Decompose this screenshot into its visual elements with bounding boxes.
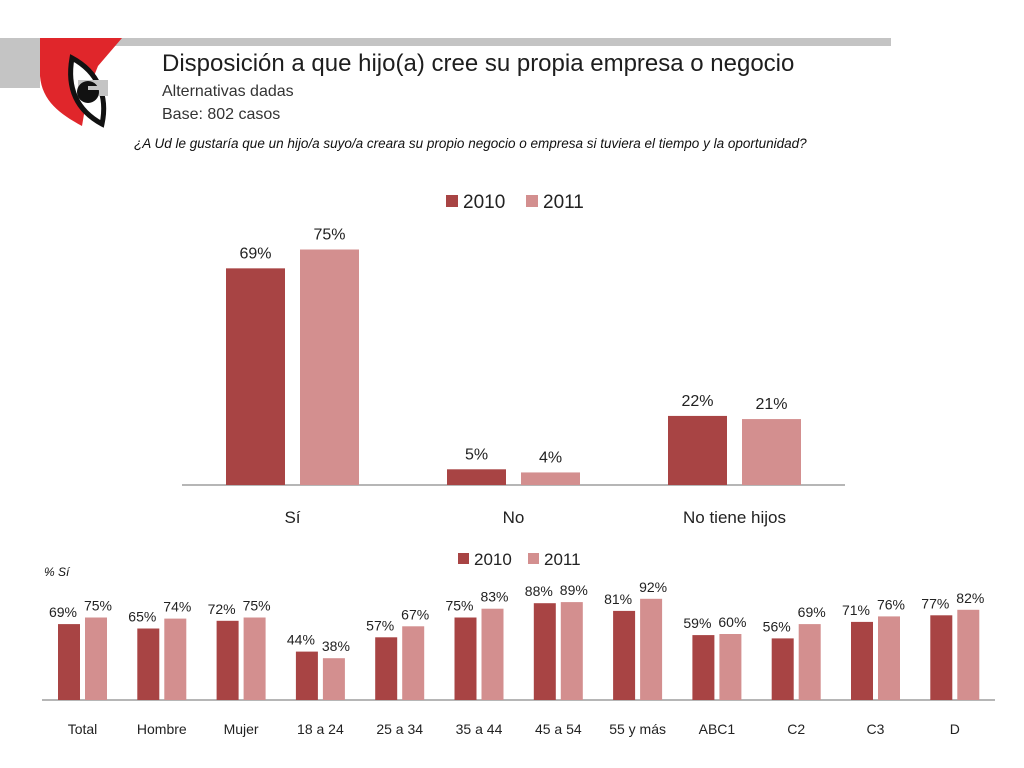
top-chart-category-label: Sí bbox=[284, 508, 300, 527]
bottom-chart-legend-swatch-2011 bbox=[528, 553, 539, 564]
bottom-chart-data-label: 74% bbox=[163, 599, 191, 615]
top-chart-data-label: 21% bbox=[755, 396, 787, 413]
bottom-chart-bar-2010 bbox=[58, 624, 80, 700]
bottom-chart-bar-2011 bbox=[798, 624, 821, 700]
bottom-chart-data-label: 69% bbox=[798, 604, 826, 620]
top-chart-category-label: No tiene hijos bbox=[683, 508, 786, 527]
bottom-chart-data-label: 75% bbox=[84, 598, 112, 614]
bottom-chart-data-label: 72% bbox=[208, 601, 236, 617]
bottom-chart-bar-2011 bbox=[560, 602, 583, 700]
top-chart-legend-label: 2010 bbox=[463, 192, 505, 213]
bottom-chart-data-label: 59% bbox=[683, 615, 711, 631]
page-title: Disposición a que hijo(a) cree su propia… bbox=[162, 50, 795, 77]
bottom-chart-category-label: 45 a 54 bbox=[535, 721, 582, 737]
bottom-chart-data-label: 89% bbox=[560, 582, 588, 598]
bottom-chart-category-label: C2 bbox=[787, 721, 805, 737]
bottom-chart-bar-2010 bbox=[851, 621, 873, 700]
top-chart-bar-2010 bbox=[226, 268, 285, 485]
bottom-chart-bar-2011 bbox=[164, 618, 187, 700]
top-chart-bar-2011 bbox=[742, 419, 801, 485]
bottom-chart-legend-swatch-2010 bbox=[458, 553, 469, 564]
bottom-chart-data-label: 75% bbox=[243, 598, 271, 614]
bottom-chart-bar-2010 bbox=[454, 617, 477, 700]
bottom-chart-bar-2010 bbox=[375, 637, 398, 700]
bottom-chart-data-label: 75% bbox=[445, 598, 473, 614]
bottom-chart-data-label: 44% bbox=[287, 632, 315, 648]
bottom-chart-category-label: ABC1 bbox=[699, 721, 736, 737]
header-gray-band bbox=[0, 38, 891, 46]
bottom-chart-category-label: D bbox=[950, 721, 960, 737]
survey-question: ¿A Ud le gustaría que un hijo/a suyo/a c… bbox=[134, 136, 807, 151]
top-chart-data-label: 4% bbox=[539, 449, 562, 466]
bottom-chart-bar-2010 bbox=[216, 620, 239, 700]
bottom-chart-data-label: 76% bbox=[877, 596, 905, 612]
bottom-chart-data-label: 60% bbox=[718, 614, 746, 630]
bottom-chart-data-label: 82% bbox=[956, 590, 984, 606]
eye-logo-icon bbox=[40, 38, 122, 128]
bottom-chart-category-label: Hombre bbox=[137, 721, 187, 737]
bottom-chart-bar-2010 bbox=[692, 635, 715, 700]
top-chart-category-label: No bbox=[503, 508, 525, 527]
top-chart-bar-2010 bbox=[668, 415, 727, 485]
page-subtitle: Alternativas dadas bbox=[162, 83, 294, 100]
bottom-chart-bar-2011 bbox=[878, 616, 900, 700]
bottom-chart-data-label: 56% bbox=[763, 618, 791, 634]
bottom-chart-category-label: Mujer bbox=[224, 721, 259, 737]
bottom-chart-bar-2011 bbox=[322, 658, 345, 700]
bottom-chart-bar-2011 bbox=[719, 634, 742, 700]
bottom-chart-bar-2010 bbox=[533, 603, 556, 700]
bottom-chart-category-label: 35 a 44 bbox=[456, 721, 503, 737]
top-chart-legend-swatch-2010 bbox=[446, 195, 458, 207]
bottom-chart-bar-2010 bbox=[295, 651, 318, 700]
bottom-chart-bar-2011 bbox=[957, 609, 980, 700]
bottom-chart-bar-2010 bbox=[613, 610, 636, 700]
top-chart-legend-swatch-2011 bbox=[526, 195, 538, 207]
bottom-chart-bar-2011 bbox=[243, 617, 266, 700]
top-chart-bar-2011 bbox=[300, 249, 359, 485]
bottom-chart-legend-label: 2011 bbox=[544, 550, 581, 569]
bottom-chart-data-label: 81% bbox=[604, 591, 632, 607]
bottom-chart-data-label: 92% bbox=[639, 579, 667, 595]
bottom-chart-category-label: C3 bbox=[867, 721, 885, 737]
bottom-chart-data-label: 65% bbox=[128, 609, 156, 625]
axis-note: % Sí bbox=[44, 565, 70, 579]
bottom-chart-data-label: 83% bbox=[480, 589, 508, 605]
bottom-chart-bar-2010 bbox=[771, 638, 794, 700]
header-gray-band-left bbox=[0, 38, 40, 88]
top-chart-data-label: 22% bbox=[681, 393, 713, 410]
bottom-chart-bar-2010 bbox=[930, 615, 953, 700]
base-note: Base: 802 casos bbox=[162, 106, 281, 123]
bottom-chart-data-label: 38% bbox=[322, 638, 350, 654]
top-chart-data-label: 75% bbox=[313, 227, 345, 244]
bottom-chart-data-label: 71% bbox=[842, 602, 870, 618]
top-chart-legend-label: 2011 bbox=[543, 192, 584, 213]
bottom-chart-bar-2011 bbox=[402, 626, 425, 700]
bottom-chart-bar-2010 bbox=[137, 628, 160, 700]
top-chart-data-label: 5% bbox=[465, 446, 488, 463]
bottom-chart-bar-2011 bbox=[640, 598, 663, 700]
bottom-chart-category-label: 25 a 34 bbox=[376, 721, 423, 737]
bottom-chart-data-label: 77% bbox=[921, 595, 949, 611]
bottom-chart-data-label: 57% bbox=[366, 617, 394, 633]
bottom-chart-data-label: 88% bbox=[525, 583, 553, 599]
top-chart-bar-2011 bbox=[521, 472, 580, 485]
top-chart-data-label: 69% bbox=[239, 245, 271, 262]
bottom-chart-bar-2011 bbox=[85, 617, 107, 700]
bottom-chart-legend-label: 2010 bbox=[474, 550, 512, 569]
bottom-chart-category-label: 55 y más bbox=[609, 721, 666, 737]
top-chart-bar-2010 bbox=[447, 469, 506, 485]
bottom-chart-data-label: 69% bbox=[49, 604, 77, 620]
bottom-chart-data-label: 67% bbox=[401, 606, 429, 622]
bottom-chart-category-label: 18 a 24 bbox=[297, 721, 344, 737]
bottom-chart-category-label: Total bbox=[68, 721, 98, 737]
bottom-chart-bar-2011 bbox=[481, 608, 504, 700]
